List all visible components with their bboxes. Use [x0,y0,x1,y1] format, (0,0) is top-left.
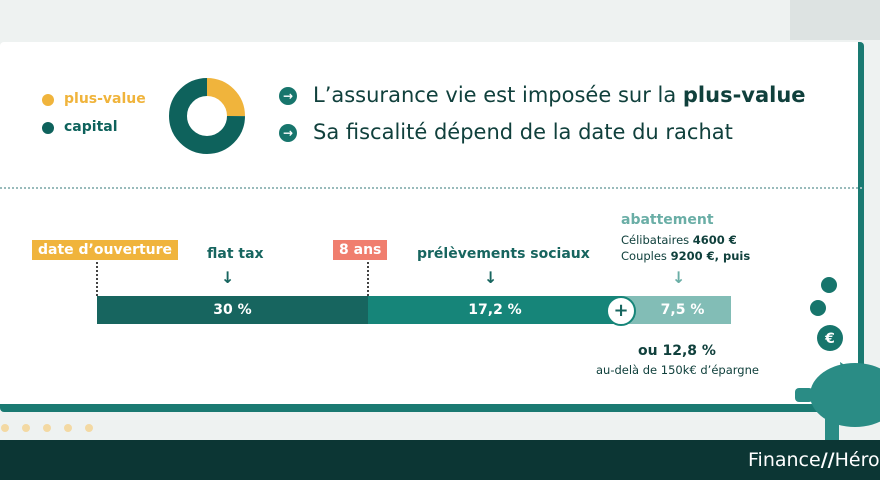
segment: 30 % [97,296,368,324]
bullet-icon: → [279,124,297,142]
piggy-bank: € [795,277,880,440]
bullet-text: Sa fiscalité dépend de la date du rachat [313,120,733,144]
segment: 17,2 % [368,296,622,324]
alt-rate: ou 12,8 % [638,343,716,359]
legend-dot [42,94,54,106]
segment: 7,5 % [622,296,731,324]
abattement-title: abattement [621,212,714,228]
abattement-single: Célibataires 4600 € [621,233,737,247]
alt-note: au-delà de 150k€ d’épargne [596,363,759,377]
bullet-bold: plus-value [682,83,806,107]
amount: 4600 € [692,233,737,247]
deco-dots [0,418,110,432]
brand-left: Finance [748,449,821,471]
brand-right: Héros [834,449,880,471]
svg-text:€: € [824,331,835,347]
years-label: 8 ans [333,240,388,260]
marker-line [96,262,98,296]
plus: + [606,296,636,326]
bullet: L’assurance vie est imposée sur la plus-… [313,83,806,107]
card [0,42,864,412]
donut [169,78,245,154]
abattement-couple: Couples 9200 €, puis [621,249,750,263]
brand: Finance//Héros [748,449,880,471]
text: Célibataires [621,233,690,247]
bullet-icon: → [279,87,297,105]
arrow: ↓ [484,268,498,287]
social: prélèvements sociaux [417,246,590,262]
marker-line [367,262,369,296]
amount: 9200 €, puis [670,249,751,263]
bullet-text: L’assurance vie est imposée sur la [313,83,683,107]
brand-sep: // [820,449,835,471]
legend-label: plus-value [64,91,146,107]
arrow: ↓ [221,268,235,287]
start-label: date d’ouverture [32,240,179,260]
flat-tax: flat tax [207,246,264,262]
arrow: ↓ [672,268,686,287]
deco-device [790,0,880,40]
donut-segment [169,78,245,154]
footer [0,440,880,480]
text: Couples [621,249,667,263]
divider [0,187,862,189]
legend-label: capital [64,119,118,135]
legend-dot [42,122,54,134]
